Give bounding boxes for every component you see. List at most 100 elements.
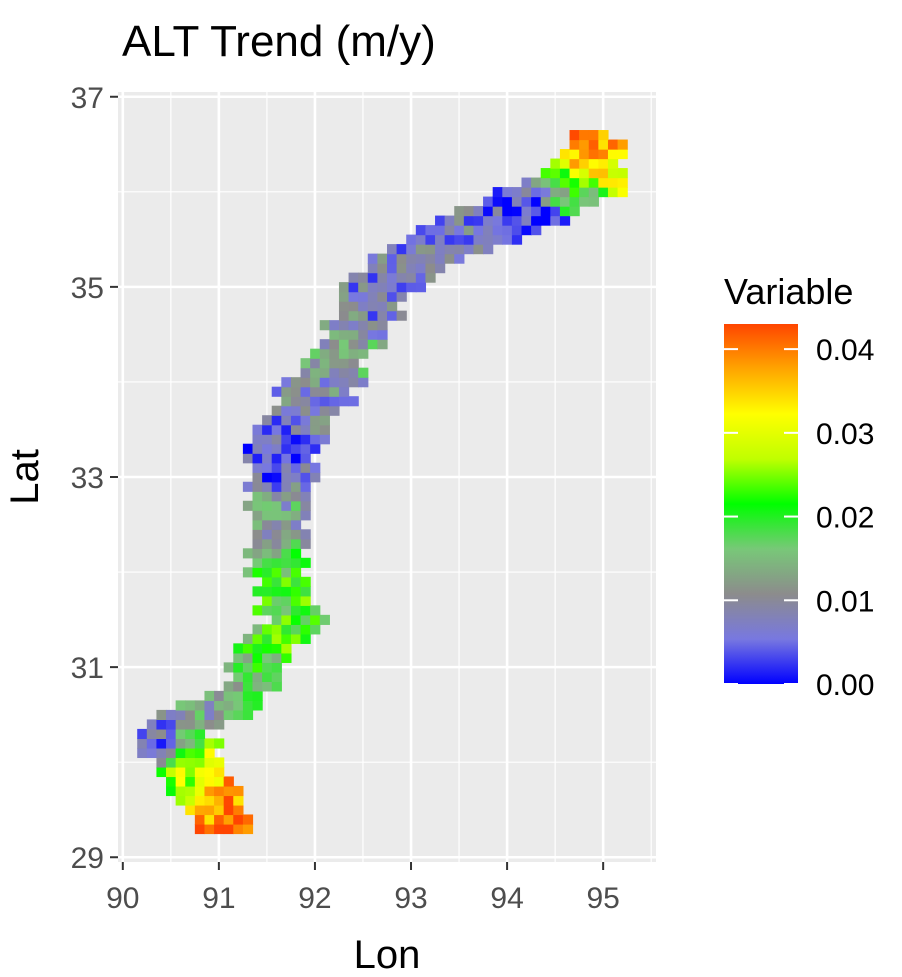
- heatmap-cell: [569, 130, 580, 141]
- heatmap-cell: [262, 557, 273, 568]
- heatmap-cell: [300, 614, 311, 625]
- heatmap-cell: [329, 367, 340, 378]
- heatmap-cell: [223, 804, 234, 816]
- heatmap-cell: [310, 434, 321, 445]
- heatmap-cell: [137, 738, 148, 749]
- heatmap-cell: [252, 500, 263, 511]
- heatmap-cell: [569, 158, 580, 169]
- heatmap-cell: [454, 253, 465, 264]
- heatmap-cell: [300, 557, 311, 568]
- heatmap-cell: [300, 377, 311, 388]
- heatmap-cell: [242, 662, 254, 673]
- heatmap-cell: [242, 567, 254, 578]
- heatmap-cell: [550, 206, 561, 217]
- heatmap-cell: [550, 168, 561, 179]
- heatmap-cell: [502, 234, 513, 245]
- heatmap-cell: [435, 225, 446, 236]
- heatmap-cell: [204, 747, 215, 759]
- heatmap-cell: [194, 766, 206, 778]
- heatmap-cell: [406, 272, 417, 283]
- heatmap-cell: [511, 196, 523, 207]
- heatmap-cell: [425, 244, 436, 255]
- heatmap-cell: [204, 690, 215, 701]
- heatmap-cell: [511, 234, 523, 245]
- heatmap-cell: [214, 719, 225, 730]
- heatmap-cell: [290, 567, 302, 578]
- heatmap-cell: [588, 158, 599, 169]
- heatmap-cell: [271, 595, 282, 606]
- heatmap-cell: [454, 225, 465, 236]
- heatmap-cell: [281, 519, 292, 530]
- heatmap-cell: [377, 282, 388, 293]
- heatmap-cell: [550, 187, 561, 198]
- heatmap-cell: [607, 187, 619, 198]
- heatmap-cell: [310, 424, 321, 435]
- heatmap-cell: [233, 690, 244, 701]
- heatmap-cell: [511, 187, 523, 198]
- heatmap-cell: [166, 747, 177, 759]
- y-axis-title: Lat: [3, 449, 47, 505]
- heatmap-cell: [406, 282, 417, 293]
- heatmap-cell: [598, 177, 609, 188]
- heatmap-cell: [146, 728, 158, 740]
- heatmap-cell: [262, 500, 273, 511]
- heatmap-cell: [300, 472, 311, 483]
- heatmap-cell: [290, 472, 302, 483]
- heatmap-cell: [540, 215, 551, 226]
- heatmap-cell: [290, 529, 302, 540]
- heatmap-cell: [204, 814, 215, 825]
- heatmap-cell: [598, 130, 609, 141]
- heatmap-cell: [223, 823, 234, 835]
- heatmap-cell: [310, 462, 321, 473]
- heatmap-cell: [223, 681, 234, 692]
- heatmap-cell: [329, 377, 340, 388]
- heatmap-cell: [300, 538, 311, 549]
- heatmap-cell: [194, 757, 206, 768]
- heatmap-cell: [559, 215, 571, 226]
- heatmap-cell: [194, 776, 206, 787]
- heatmap-cell: [338, 358, 350, 369]
- heatmap-cell: [473, 234, 484, 245]
- heatmap-cell: [377, 301, 388, 312]
- heatmap-cell: [319, 434, 330, 445]
- heatmap-cell: [233, 643, 244, 654]
- heatmap-cell: [319, 614, 330, 625]
- heatmap-cell: [348, 348, 359, 359]
- heatmap-cell: [290, 557, 302, 568]
- heatmap-cell: [387, 253, 398, 264]
- heatmap-cell: [310, 443, 321, 454]
- heatmap-cell: [502, 196, 513, 207]
- heatmap-cell: [242, 681, 254, 692]
- heatmap-cell: [483, 215, 494, 226]
- heatmap-cell: [329, 339, 340, 350]
- heatmap-cell: [204, 757, 215, 768]
- heatmap-cell: [521, 177, 532, 188]
- heatmap-cell: [367, 291, 378, 302]
- heatmap-cell: [531, 187, 542, 198]
- heatmap-cell: [166, 719, 177, 730]
- heatmap-cell: [329, 320, 340, 331]
- y-tick-label: 31: [71, 652, 104, 685]
- heatmap-cell: [367, 320, 378, 331]
- heatmap-cell: [281, 453, 292, 464]
- heatmap-cell: [281, 643, 292, 654]
- heatmap-cell: [281, 548, 292, 559]
- heatmap-cell: [310, 605, 321, 616]
- heatmap-cell: [281, 443, 292, 454]
- heatmap-cell: [252, 557, 263, 568]
- heatmap-cell: [233, 785, 244, 797]
- heatmap-cell: [233, 814, 244, 825]
- heatmap-cell: [396, 272, 407, 283]
- heatmap-cell: [271, 548, 282, 559]
- heatmap-cell: [492, 215, 503, 226]
- heatmap-cell: [233, 795, 244, 806]
- heatmap-cell: [262, 624, 273, 635]
- heatmap-cell: [598, 139, 609, 150]
- heatmap-cell: [435, 253, 446, 264]
- heatmap-cell: [271, 424, 282, 435]
- heatmap-cell: [502, 225, 513, 236]
- heatmap-cell: [300, 491, 311, 502]
- heatmap-cell: [175, 700, 186, 711]
- heatmap-cell: [310, 348, 321, 359]
- heatmap-cell: [435, 263, 446, 274]
